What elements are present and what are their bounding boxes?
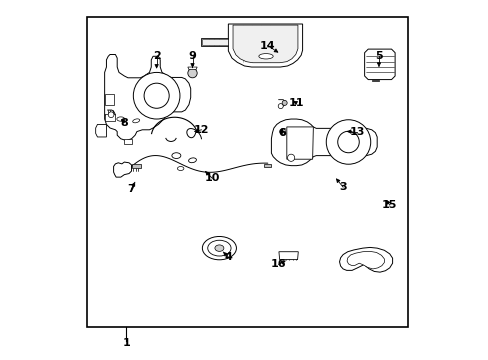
Ellipse shape	[258, 54, 273, 59]
Text: 4: 4	[224, 252, 232, 262]
Text: 7: 7	[127, 184, 135, 194]
Text: 1: 1	[122, 338, 130, 348]
Polygon shape	[364, 49, 394, 80]
Polygon shape	[201, 39, 228, 45]
Text: 16: 16	[270, 259, 286, 269]
Ellipse shape	[171, 153, 181, 158]
Circle shape	[342, 140, 346, 144]
Polygon shape	[187, 67, 197, 69]
Circle shape	[279, 129, 285, 134]
Circle shape	[133, 72, 180, 119]
Polygon shape	[96, 125, 106, 137]
Polygon shape	[286, 127, 313, 159]
Polygon shape	[278, 252, 298, 260]
Ellipse shape	[132, 119, 140, 123]
Circle shape	[278, 104, 283, 109]
Polygon shape	[104, 94, 113, 105]
Polygon shape	[271, 119, 376, 166]
Polygon shape	[113, 162, 131, 177]
Polygon shape	[104, 54, 190, 140]
Text: 8: 8	[120, 118, 128, 128]
Circle shape	[333, 125, 339, 130]
Polygon shape	[104, 114, 115, 121]
Circle shape	[108, 112, 114, 118]
Text: 12: 12	[193, 125, 209, 135]
Text: 9: 9	[188, 51, 196, 61]
Text: 13: 13	[349, 127, 365, 136]
Circle shape	[325, 120, 370, 164]
Polygon shape	[339, 247, 392, 272]
Text: 3: 3	[339, 182, 346, 192]
Circle shape	[345, 143, 348, 147]
Circle shape	[187, 68, 197, 78]
Text: 11: 11	[288, 98, 304, 108]
Polygon shape	[131, 164, 140, 168]
Ellipse shape	[207, 240, 230, 256]
Ellipse shape	[117, 117, 124, 121]
Text: 14: 14	[260, 41, 275, 50]
Circle shape	[338, 133, 343, 138]
Circle shape	[282, 100, 286, 105]
Text: 2: 2	[152, 51, 160, 61]
Ellipse shape	[177, 167, 183, 171]
Circle shape	[287, 154, 294, 161]
Text: 10: 10	[204, 173, 220, 183]
Polygon shape	[202, 39, 227, 45]
Circle shape	[144, 83, 169, 108]
Polygon shape	[124, 139, 131, 144]
Polygon shape	[86, 17, 407, 327]
Text: 15: 15	[381, 200, 397, 210]
Ellipse shape	[214, 245, 224, 251]
Ellipse shape	[202, 237, 236, 260]
Polygon shape	[346, 251, 384, 269]
Polygon shape	[371, 80, 378, 81]
Ellipse shape	[188, 158, 196, 163]
Text: 6: 6	[278, 129, 285, 138]
Polygon shape	[233, 25, 297, 63]
Polygon shape	[228, 24, 302, 67]
Circle shape	[337, 131, 359, 153]
Polygon shape	[264, 164, 271, 167]
Text: 5: 5	[374, 51, 382, 61]
